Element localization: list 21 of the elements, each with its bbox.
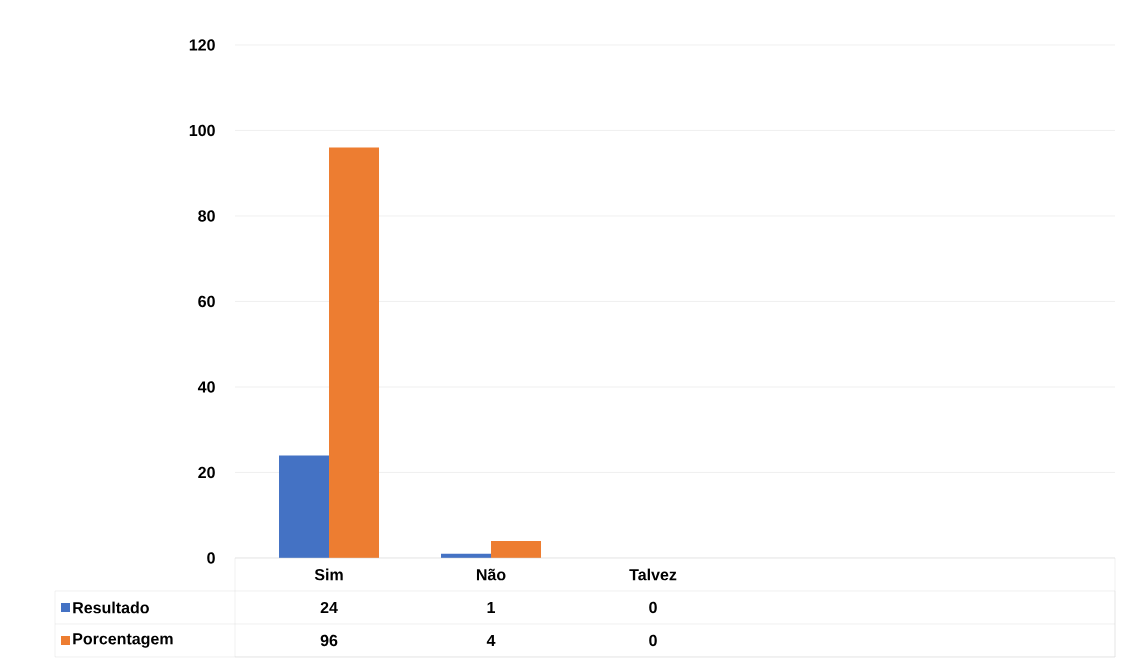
x-tick-label: Sim [314, 568, 343, 581]
x-tick-label: Não [476, 568, 506, 581]
bar [279, 455, 330, 558]
y-tick-label: 20 [198, 466, 215, 479]
y-tick-label: 40 [197, 381, 215, 393]
y-tick-label: 100 [189, 124, 215, 137]
y-tick-label: 80 [198, 210, 215, 222]
data-label: 1 [487, 601, 496, 613]
data-label: 96 [320, 634, 338, 647]
y-tick-label: 60 [198, 295, 215, 308]
legend-label: Resultado [73, 601, 149, 614]
y-tick-label: 0 [207, 552, 215, 564]
data-label: 4 [486, 634, 496, 646]
x-tick-label: Talvez [629, 568, 677, 581]
bar [329, 147, 380, 558]
data-label: 24 [320, 601, 338, 614]
bar [491, 540, 542, 558]
legend-label: Porcentagem [73, 633, 173, 648]
y-tick-label: 120 [189, 39, 215, 51]
data-label: 0 [649, 634, 657, 647]
data-label: 0 [649, 601, 657, 614]
